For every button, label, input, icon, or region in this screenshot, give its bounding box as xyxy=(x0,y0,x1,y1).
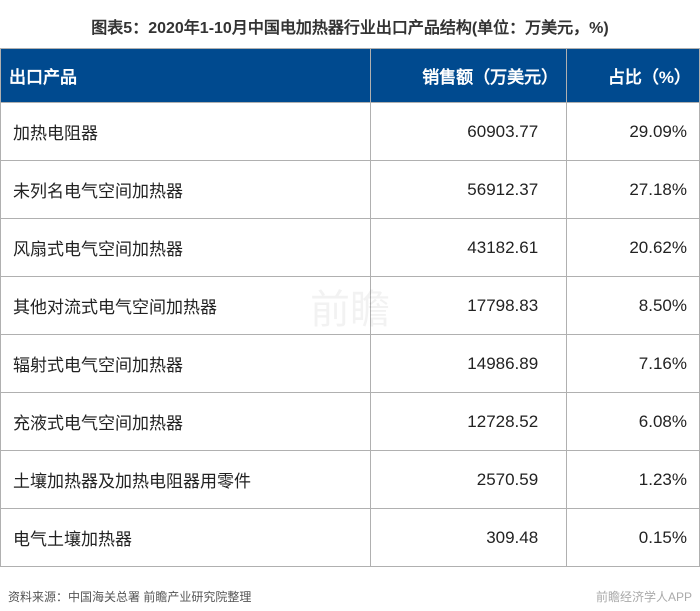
table-row: 电气土壤加热器 309.48 0.15% xyxy=(1,509,700,567)
cell-pct: 20.62% xyxy=(567,219,700,277)
cell-pct: 7.16% xyxy=(567,335,700,393)
cell-pct: 29.09% xyxy=(567,103,700,161)
table-row: 加热电阻器 60903.77 29.09% xyxy=(1,103,700,161)
footer: 资料来源：中国海关总署 前瞻产业研究院整理 前瞻经济学人APP xyxy=(8,588,692,605)
footer-source: 资料来源：中国海关总署 前瞻产业研究院整理 xyxy=(8,588,251,605)
cell-sales: 60903.77 xyxy=(371,103,567,161)
col-header-pct: 占比（%） xyxy=(567,49,700,103)
table-row: 风扇式电气空间加热器 43182.61 20.62% xyxy=(1,219,700,277)
col-header-sales: 销售额（万美元） xyxy=(371,49,567,103)
cell-sales: 14986.89 xyxy=(371,335,567,393)
cell-product: 风扇式电气空间加热器 xyxy=(1,219,371,277)
cell-product: 辐射式电气空间加热器 xyxy=(1,335,371,393)
export-structure-table: 出口产品 销售额（万美元） 占比（%） 加热电阻器 60903.77 29.09… xyxy=(0,48,700,567)
col-header-product: 出口产品 xyxy=(1,49,371,103)
cell-pct: 0.15% xyxy=(567,509,700,567)
table-row: 充液式电气空间加热器 12728.52 6.08% xyxy=(1,393,700,451)
cell-product: 土壤加热器及加热电阻器用零件 xyxy=(1,451,371,509)
cell-sales: 12728.52 xyxy=(371,393,567,451)
cell-product: 充液式电气空间加热器 xyxy=(1,393,371,451)
table-body: 加热电阻器 60903.77 29.09% 未列名电气空间加热器 56912.3… xyxy=(1,103,700,567)
cell-sales: 56912.37 xyxy=(371,161,567,219)
cell-sales: 17798.83 xyxy=(371,277,567,335)
table-row: 土壤加热器及加热电阻器用零件 2570.59 1.23% xyxy=(1,451,700,509)
cell-pct: 1.23% xyxy=(567,451,700,509)
table-container: 出口产品 销售额（万美元） 占比（%） 加热电阻器 60903.77 29.09… xyxy=(0,48,700,567)
cell-product: 其他对流式电气空间加热器 xyxy=(1,277,371,335)
cell-sales: 43182.61 xyxy=(371,219,567,277)
table-row: 辐射式电气空间加热器 14986.89 7.16% xyxy=(1,335,700,393)
chart-title: 图表5：2020年1-10月中国电加热器行业出口产品结构(单位：万美元，%) xyxy=(0,0,700,48)
table-row: 其他对流式电气空间加热器 17798.83 8.50% xyxy=(1,277,700,335)
cell-sales: 2570.59 xyxy=(371,451,567,509)
cell-product: 未列名电气空间加热器 xyxy=(1,161,371,219)
cell-product: 电气土壤加热器 xyxy=(1,509,371,567)
cell-pct: 8.50% xyxy=(567,277,700,335)
cell-pct: 6.08% xyxy=(567,393,700,451)
footer-app: 前瞻经济学人APP xyxy=(596,588,692,605)
table-row: 未列名电气空间加热器 56912.37 27.18% xyxy=(1,161,700,219)
cell-sales: 309.48 xyxy=(371,509,567,567)
cell-product: 加热电阻器 xyxy=(1,103,371,161)
table-header-row: 出口产品 销售额（万美元） 占比（%） xyxy=(1,49,700,103)
cell-pct: 27.18% xyxy=(567,161,700,219)
